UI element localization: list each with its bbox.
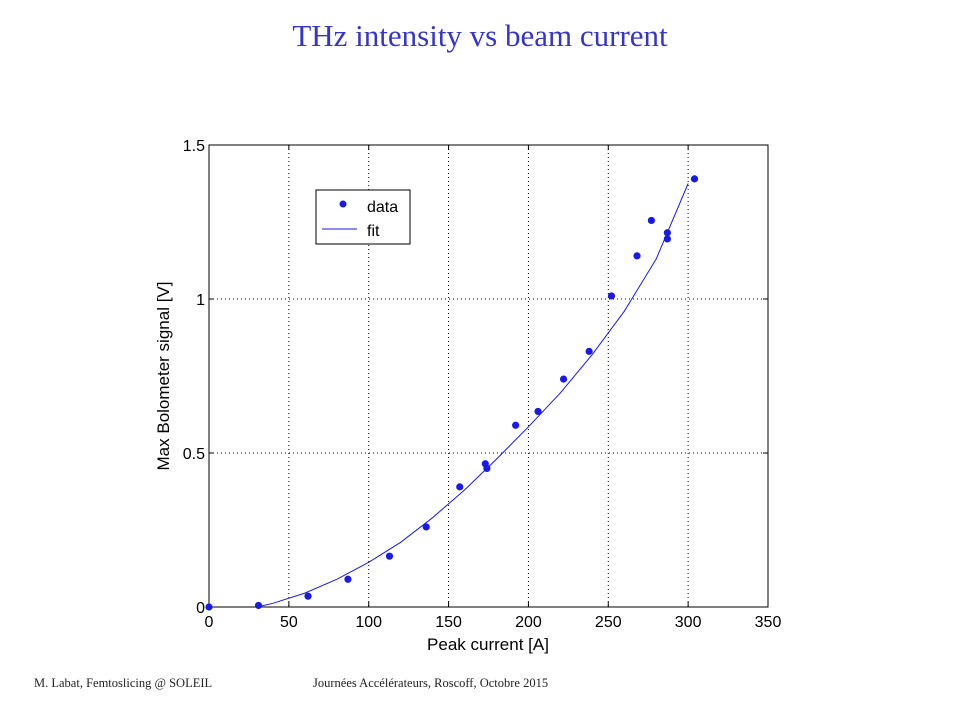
data-point [534,407,542,416]
x-tick-label: 150 [435,614,462,631]
data-point [607,292,616,300]
y-tick-label: 1.5 [183,138,205,155]
x-tick-label: 300 [675,614,702,631]
data-point [690,175,699,183]
y-tick-label: 1 [196,292,205,309]
x-axis-label: Peak current [A] [427,635,549,654]
data-point [559,375,568,383]
legend-label-data: data [367,199,398,216]
legend-box [315,189,411,245]
legend: data fit [315,189,411,245]
data-point [512,421,520,429]
footer-author: M. Labat, Femtoslicing @ SOLEIL [34,676,213,690]
x-tick-label: 50 [280,614,298,631]
data-point [422,523,430,531]
plot-area [208,144,769,608]
fit-line-group [256,183,689,608]
fit-line [256,183,689,608]
x-tick-label: 100 [355,614,382,631]
data-point [585,347,593,355]
data-point [456,483,464,491]
footer-event: Journées Accélérateurs, Roscoff, Octobre… [313,676,549,690]
ticks: 0 50 100 150 200 250 300 350 0 0.5 1 1.5 [183,138,782,631]
x-tick-label: 250 [595,614,622,631]
data-point [254,601,263,610]
x-tick-label: 200 [515,614,542,631]
data-point [304,592,312,600]
data-point [663,229,671,237]
y-axis-label: Max Bolometer signal [V] [154,282,173,471]
data-point [344,575,352,583]
data-point [385,552,394,560]
x-tick-label: 0 [205,614,214,631]
data-point [483,464,491,472]
y-tick-label: 0.5 [183,446,205,463]
slide-title: THz intensity vs beam current [292,18,668,53]
data-point [633,252,641,260]
legend-marker-data [339,200,347,208]
x-tick-label: 350 [755,614,782,631]
data-point [205,603,213,611]
legend-label-fit: fit [367,223,380,240]
data-point [647,216,656,225]
data-point [663,235,671,243]
data-points [205,175,699,611]
y-tick-label: 0 [196,600,205,617]
